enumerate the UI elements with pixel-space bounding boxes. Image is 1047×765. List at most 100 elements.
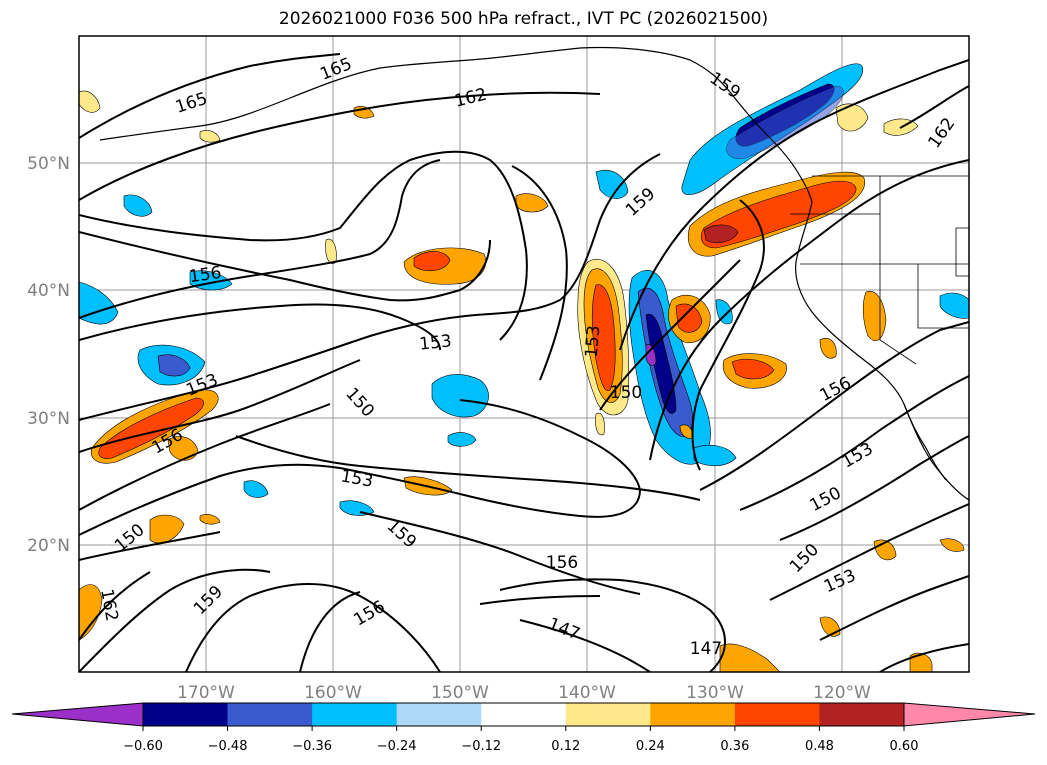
- contour-line: [899, 85, 969, 129]
- alaska-coastline: [99, 46, 731, 141]
- baja-coastline: [903, 403, 947, 481]
- lon-label-170w: 170°W: [177, 683, 235, 703]
- contour-line: [79, 568, 271, 672]
- neg-field-small-3: [693, 445, 737, 467]
- lon-labels: 170°W 160°W 150°W 140°W 130°W 120°W: [177, 683, 871, 703]
- colorbar-segments: [12, 703, 1035, 726]
- contour-line: [79, 571, 151, 641]
- neg-field-small-6: [939, 292, 969, 319]
- colorbar-tick-label: 0.60: [890, 739, 919, 754]
- neg-field-center-extreme: [645, 344, 657, 366]
- neg-field-midpac: [431, 374, 489, 418]
- us-west-coastline: [795, 201, 969, 501]
- contour-label: 156: [546, 553, 578, 573]
- contour-line: [79, 359, 361, 453]
- lat-labels: 20°N 30°N 40°N 50°N: [27, 154, 70, 556]
- pos-field-northeast-high: [703, 224, 739, 244]
- colorbar-segment: [481, 703, 567, 726]
- contour-line: [779, 435, 969, 541]
- colorbar-tick-label: −0.48: [208, 739, 248, 754]
- state-border-1: [790, 213, 969, 265]
- contour-line: [79, 159, 441, 319]
- colorbar-extend-low: [12, 703, 143, 726]
- contour-line: [79, 403, 331, 511]
- contour-label: 147: [690, 639, 722, 659]
- neg-field-small-5: [715, 299, 733, 325]
- neg-field-west-2-core: [157, 354, 191, 377]
- pos-field-west-core: [98, 397, 204, 459]
- contour-label: 156: [188, 263, 223, 287]
- pos-field-east-1-core: [675, 303, 703, 333]
- lat-label-40n: 40°N: [27, 281, 70, 301]
- pos-field-west-4: [149, 514, 185, 544]
- colorbar-segment: [565, 703, 651, 726]
- colorbar-segment: [734, 703, 820, 726]
- pos-field-small-3: [835, 103, 869, 132]
- colorbar-frame: [142, 702, 905, 727]
- pos-field-west-5: [79, 584, 103, 641]
- contour-line: [769, 503, 969, 601]
- state-border-5: [955, 227, 969, 277]
- contour-line: [235, 435, 701, 501]
- pos-field-south-4: [939, 538, 965, 552]
- colorbar-tick-label: 0.12: [551, 739, 580, 754]
- political-borders: [790, 175, 969, 365]
- contour-line: [619, 59, 969, 351]
- contour-line: [79, 399, 642, 536]
- colorbar-extend-high: [904, 703, 1035, 726]
- contour-line: [299, 591, 361, 672]
- contour-line: [519, 619, 651, 672]
- contour-label: 153: [582, 325, 605, 359]
- pos-field-small-5: [595, 412, 605, 436]
- contour-line: [649, 159, 969, 461]
- lon-label-140w: 140°W: [558, 683, 616, 703]
- neg-field-center-core: [645, 313, 677, 414]
- lon-label-120w: 120°W: [813, 683, 871, 703]
- colorbar-segment: [819, 703, 905, 726]
- map-background: [79, 36, 969, 672]
- pos-field-coast-2: [819, 337, 837, 359]
- colorbar-segment: [227, 703, 313, 726]
- lon-label-130w: 130°W: [686, 683, 744, 703]
- colorbar-segment: [650, 703, 736, 726]
- contour-line: [699, 321, 969, 491]
- colorbar-tick-label: 0.24: [636, 739, 665, 754]
- pos-field-small-2: [79, 90, 101, 113]
- colorbar-tick-label: −0.24: [377, 739, 417, 754]
- colorbar-tick-label: −0.60: [123, 739, 163, 754]
- state-border-3: [800, 263, 917, 365]
- pos-field-small-1: [515, 193, 549, 213]
- pos-field-south-5: [909, 652, 933, 672]
- contour-line: [79, 531, 221, 561]
- contour-line: [359, 511, 641, 595]
- contour-line: [499, 578, 726, 672]
- pos-field-small-8: [199, 130, 221, 143]
- contour-label: 150: [610, 383, 642, 403]
- colorbar-tick-label: −0.36: [292, 739, 332, 754]
- contour-line: [479, 595, 601, 605]
- colorbar-segment: [312, 703, 398, 726]
- contour-line: [79, 153, 661, 421]
- neg-field-west: [79, 281, 119, 325]
- pos-field-northeast-core: [701, 180, 857, 249]
- contour-line: [185, 583, 441, 672]
- lon-label-150w: 150°W: [431, 683, 489, 703]
- colorbar-segment: [396, 703, 482, 726]
- colorbar: −0.60 −0.48 −0.36 −0.24 −0.12 0.12 0.24 0.36 0.4…: [11, 702, 1036, 754]
- neg-field-small-9: [123, 194, 153, 217]
- lat-label-50n: 50°N: [27, 154, 70, 174]
- state-border-4: [917, 264, 969, 329]
- contour-line: [79, 91, 601, 201]
- map-frame: [78, 35, 970, 673]
- neg-field-small-2: [595, 170, 629, 199]
- contour-line: [511, 165, 568, 381]
- contour-label: 153: [418, 331, 452, 354]
- colorbar-ticks: −0.60 −0.48 −0.36 −0.24 −0.12 0.12 0.24 0.36 0.4…: [123, 726, 918, 754]
- colorbar-tick-label: 0.36: [720, 739, 749, 754]
- pos-field-center-core: [591, 284, 616, 391]
- contour-line: [879, 643, 969, 672]
- colorbar-tick-label: −0.12: [461, 739, 501, 754]
- pos-field-east-2-core: [731, 358, 775, 380]
- neg-field-small-8: [339, 500, 375, 516]
